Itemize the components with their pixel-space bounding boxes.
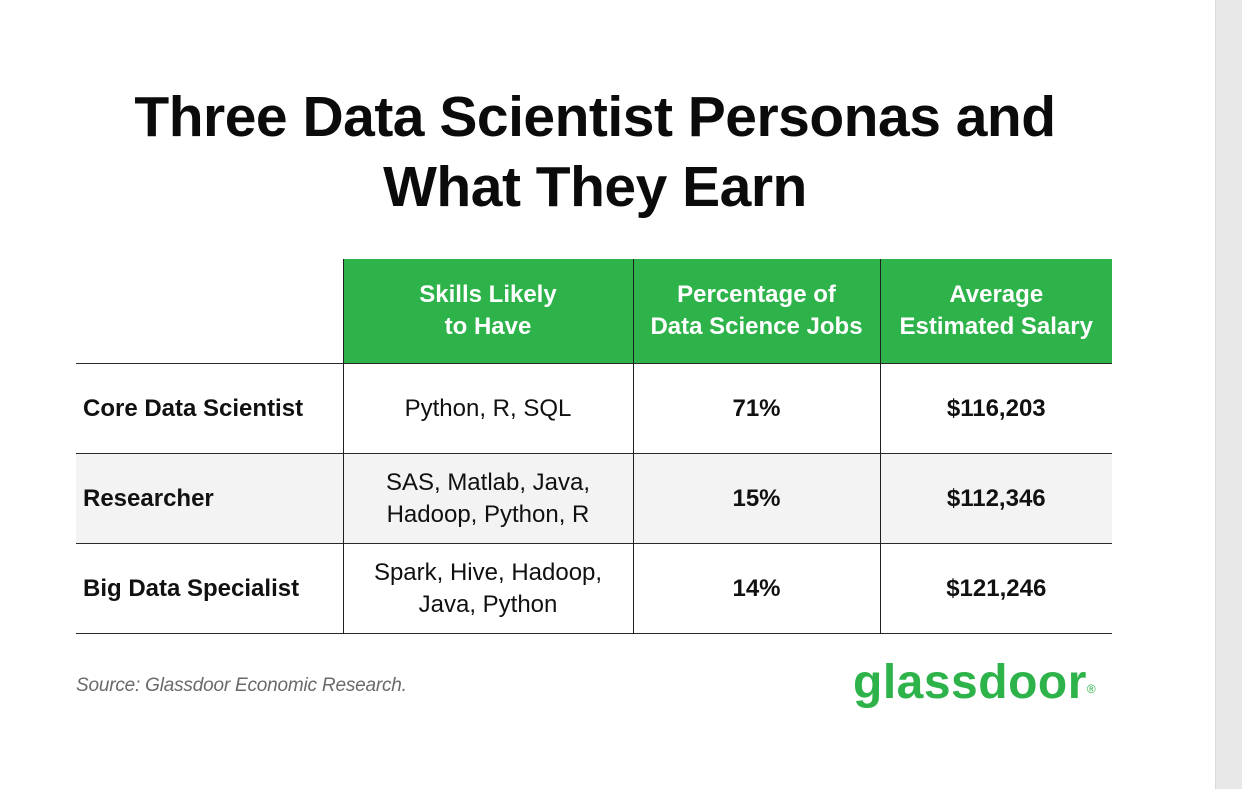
skills-cell: Python, R, SQL: [342, 363, 633, 454]
title-line-1: Three Data Scientist Personas and: [134, 85, 1056, 149]
persona-name: Researcher: [76, 453, 343, 544]
glassdoor-logo: glassdoor®: [853, 653, 1096, 713]
table-row: Big Data Specialist Spark, Hive, Hadoop,…: [76, 543, 1112, 634]
personas-table: Skills Likely to Have Percentage of Data…: [76, 259, 1112, 634]
header-percentage: Percentage of Data Science Jobs: [632, 259, 880, 364]
percentage-cell: 15%: [632, 453, 880, 544]
scrollbar-track[interactable]: [1215, 0, 1242, 789]
table-row: Researcher SAS, Matlab, Java, Hadoop, Py…: [76, 453, 1112, 544]
header-corner-cell: [76, 259, 343, 364]
header-skills: Skills Likely to Have: [342, 259, 633, 364]
percentage-cell: 14%: [632, 543, 880, 634]
table-header-row: Skills Likely to Have Percentage of Data…: [76, 259, 1112, 364]
persona-name: Big Data Specialist: [83, 574, 300, 602]
salary-cell: $121,246: [879, 543, 1112, 634]
skills-cell: SAS, Matlab, Java, Hadoop, Python, R: [342, 453, 633, 544]
title-line-2: What They Earn: [383, 155, 807, 219]
salary-cell: $116,203: [879, 363, 1112, 454]
persona-name: Core Data Scientist: [83, 394, 304, 422]
salary-cell: $112,346: [879, 453, 1112, 544]
table-row: Core Data Scientist Python, R, SQL 71% $…: [76, 363, 1112, 454]
source-note: Source: Glassdoor Economic Research.: [76, 675, 407, 696]
logo-wordmark: glassdoor: [853, 656, 1087, 709]
registered-mark: ®: [1086, 682, 1097, 696]
percentage-cell: 71%: [632, 363, 880, 454]
skills-cell: Spark, Hive, Hadoop, Java, Python: [342, 543, 633, 634]
page-title: Three Data Scientist Personas and What T…: [100, 82, 1090, 222]
header-salary: Average Estimated Salary: [879, 259, 1112, 364]
